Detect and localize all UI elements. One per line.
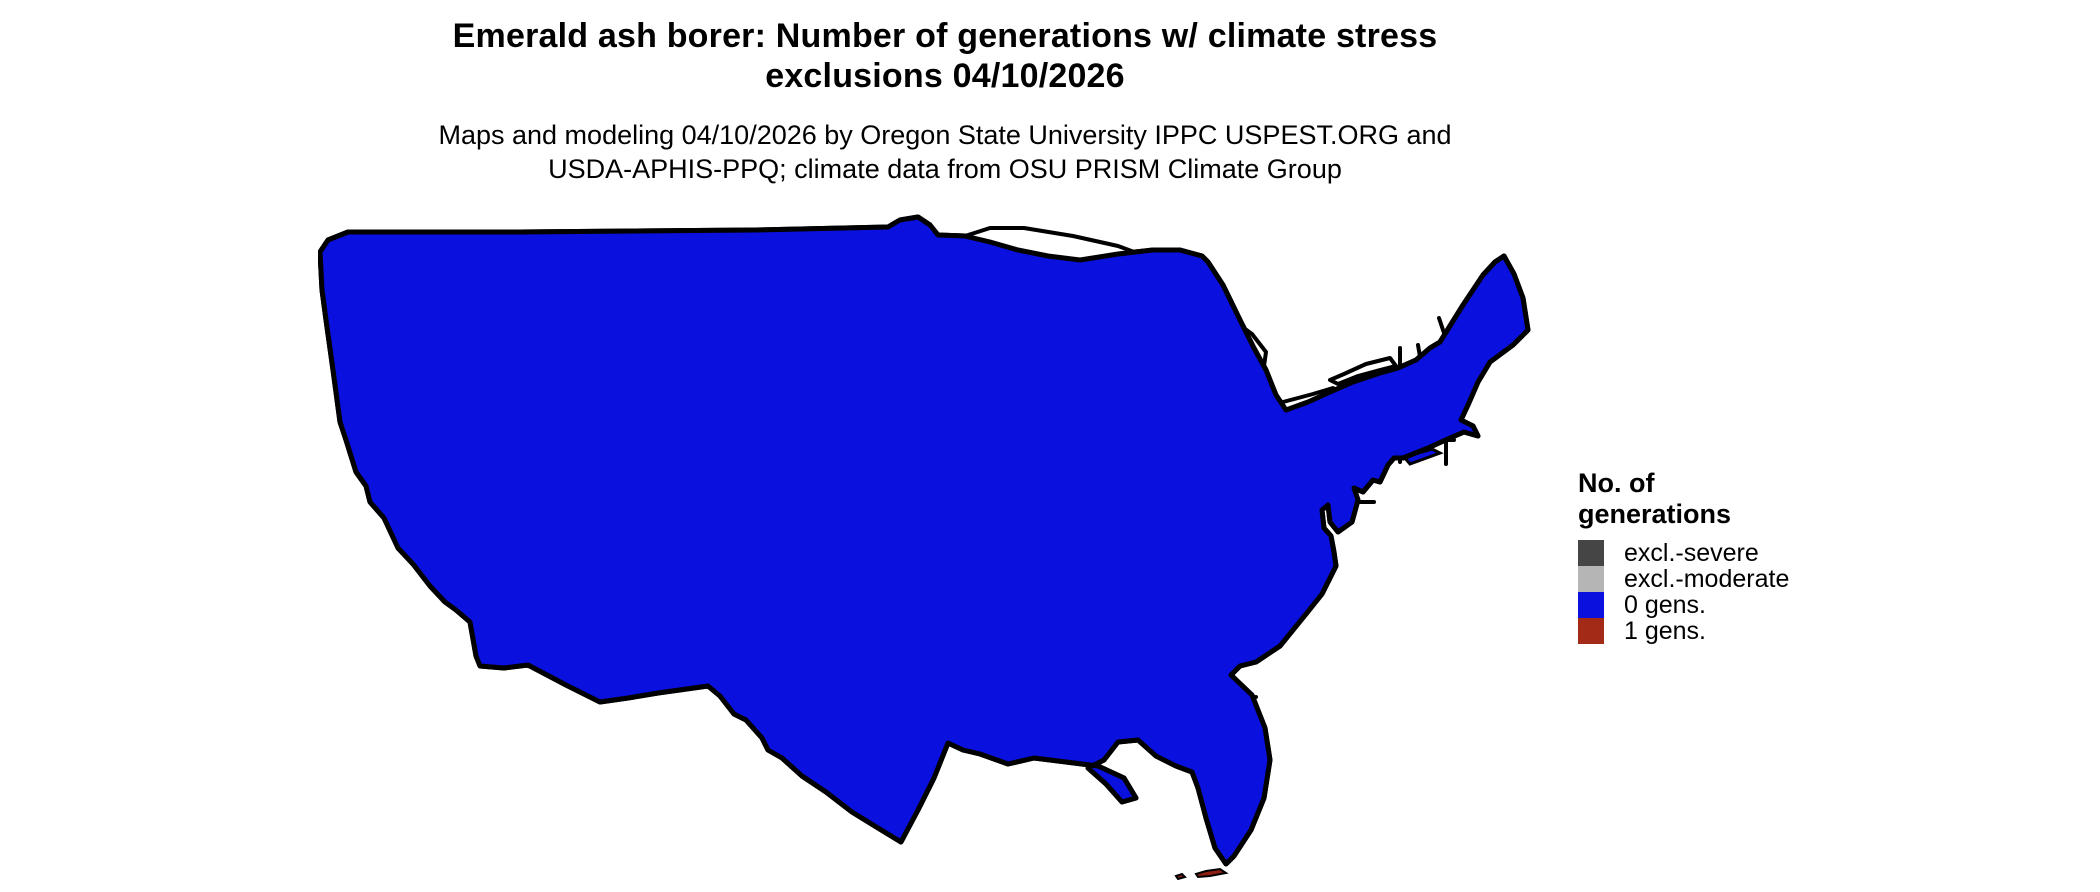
title-line-1: Emerald ash borer: Number of generations…: [452, 17, 1438, 55]
swatch-1-gens: [1578, 618, 1604, 644]
legend-item-excl-severe: excl.-severe: [1578, 538, 1898, 567]
legend-label: 0 gens.: [1624, 590, 1707, 619]
us-map: [317, 170, 1532, 881]
legend-title-line-2: generations: [1578, 499, 1732, 529]
swatch-excl-moderate: [1578, 566, 1604, 592]
swatch-0-gens: [1578, 592, 1604, 618]
subtitle-line-1: Maps and modeling 04/10/2026 by Oregon S…: [438, 120, 1452, 150]
florida-keys: [1174, 867, 1229, 881]
title-line-2: exclusions 04/10/2026: [765, 57, 1125, 95]
legend-item-0-gens: 0 gens.: [1578, 590, 1898, 619]
figure-subtitle: Maps and modeling 04/10/2026 by Oregon S…: [330, 118, 1560, 186]
legend-title-line-1: No. of: [1578, 468, 1655, 498]
subtitle-line-2: USDA-APHIS-PPQ; climate data from OSU PR…: [548, 154, 1342, 184]
legend-title: No. of generations: [1578, 468, 1898, 530]
legend-label: excl.-severe: [1624, 538, 1759, 567]
swatch-excl-severe: [1578, 540, 1604, 566]
legend-label: 1 gens.: [1624, 616, 1707, 645]
map-legend: No. of generations excl.-severe excl.-mo…: [1578, 468, 1898, 645]
figure-title: Emerald ash borer: Number of generations…: [330, 16, 1560, 96]
coastline-stroke: [320, 217, 1528, 864]
legend-label: excl.-moderate: [1624, 564, 1790, 593]
legend-items: excl.-severe excl.-moderate 0 gens. 1 ge…: [1578, 538, 1898, 645]
legend-item-excl-moderate: excl.-moderate: [1578, 564, 1898, 593]
legend-item-1-gens: 1 gens.: [1578, 616, 1898, 645]
us-map-svg: [317, 214, 1531, 881]
lake-ontario: [1328, 356, 1398, 386]
